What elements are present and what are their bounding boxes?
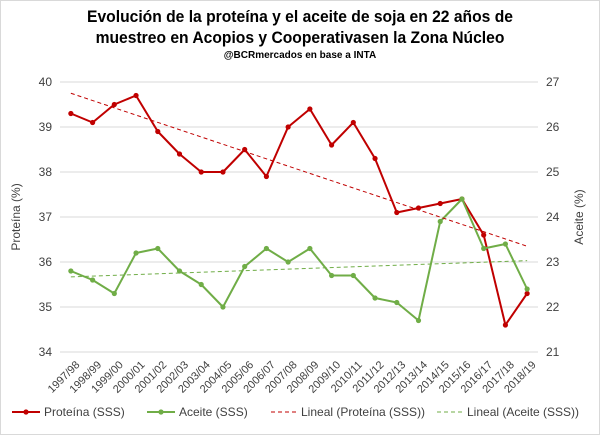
legend-label: Lineal (Proteína (SSS)) [301, 405, 425, 419]
legend-label: Aceite (SSS) [179, 405, 248, 419]
data-point [155, 128, 161, 135]
legend-label: Lineal (Aceite (SSS)) [467, 405, 579, 419]
chart-title-line2: muestreo en Acopios y Cooperativasen la … [95, 28, 505, 47]
data-point [502, 241, 509, 247]
data-point [328, 142, 335, 148]
data-point [350, 272, 356, 279]
data-point [68, 110, 74, 117]
y-right-tick-label: 25 [546, 165, 560, 179]
legend-marker [158, 409, 164, 415]
data-point [372, 155, 378, 162]
data-point [415, 317, 422, 324]
data-point [68, 268, 74, 274]
data-point [328, 272, 335, 279]
chart-title-line1: Evolución de la proteína y el aceite de … [87, 7, 513, 26]
y-right-tick-label: 24 [546, 210, 560, 224]
data-point [481, 245, 487, 252]
data-point [459, 196, 465, 202]
y-left-tick-label: 36 [39, 255, 53, 269]
data-point [285, 259, 291, 265]
data-point [285, 124, 291, 130]
data-point [198, 169, 204, 175]
data-point [89, 277, 96, 283]
data-point [111, 290, 117, 297]
data-point [263, 245, 270, 252]
data-point [394, 299, 400, 306]
y-right-tick-label: 22 [546, 300, 560, 314]
data-point [350, 119, 356, 126]
series-line [70, 198, 529, 322]
data-point [220, 169, 226, 175]
data-point [307, 245, 313, 252]
y-left-tick-label: 38 [39, 165, 53, 179]
data-point [263, 173, 270, 180]
data-point [89, 119, 96, 126]
data-point [394, 209, 400, 216]
y-left-tick-label: 40 [39, 75, 53, 89]
data-point [176, 268, 183, 274]
data-point [372, 295, 378, 301]
y-left-tick-label: 35 [39, 300, 53, 314]
data-point [481, 232, 487, 238]
data-point [437, 218, 443, 225]
y-left-tick-label: 39 [39, 120, 53, 134]
data-point [176, 151, 183, 157]
y-left-tick-label: 34 [39, 345, 53, 359]
data-point [133, 250, 139, 256]
trendline [70, 260, 528, 278]
data-point [242, 146, 248, 153]
data-point [133, 92, 139, 99]
y-right-tick-label: 23 [546, 255, 560, 269]
y-left-axis-title: Proteína (%) [9, 183, 23, 250]
series-line [70, 94, 528, 326]
data-point [524, 290, 530, 297]
data-point [220, 304, 226, 310]
trendline [70, 92, 528, 247]
chart-title: Evolución de la proteína y el aceite de … [24, 6, 576, 48]
data-point [502, 322, 509, 328]
chart-subtitle: @BCRmercados en base a INTA [223, 50, 377, 61]
y-right-tick-label: 27 [546, 75, 560, 89]
data-point [111, 101, 117, 108]
data-point [198, 281, 204, 288]
y-right-tick-label: 26 [546, 120, 560, 134]
data-point [155, 245, 161, 252]
y-right-tick-label: 21 [546, 345, 560, 359]
y-left-tick-label: 37 [39, 210, 53, 224]
y-right-axis-title: Aceite (%) [572, 189, 586, 244]
legend-marker [23, 409, 29, 415]
data-point [437, 200, 443, 207]
data-point [242, 263, 248, 270]
data-point [524, 286, 530, 292]
legend-label: Proteína (SSS) [44, 405, 125, 419]
data-point [307, 106, 313, 112]
